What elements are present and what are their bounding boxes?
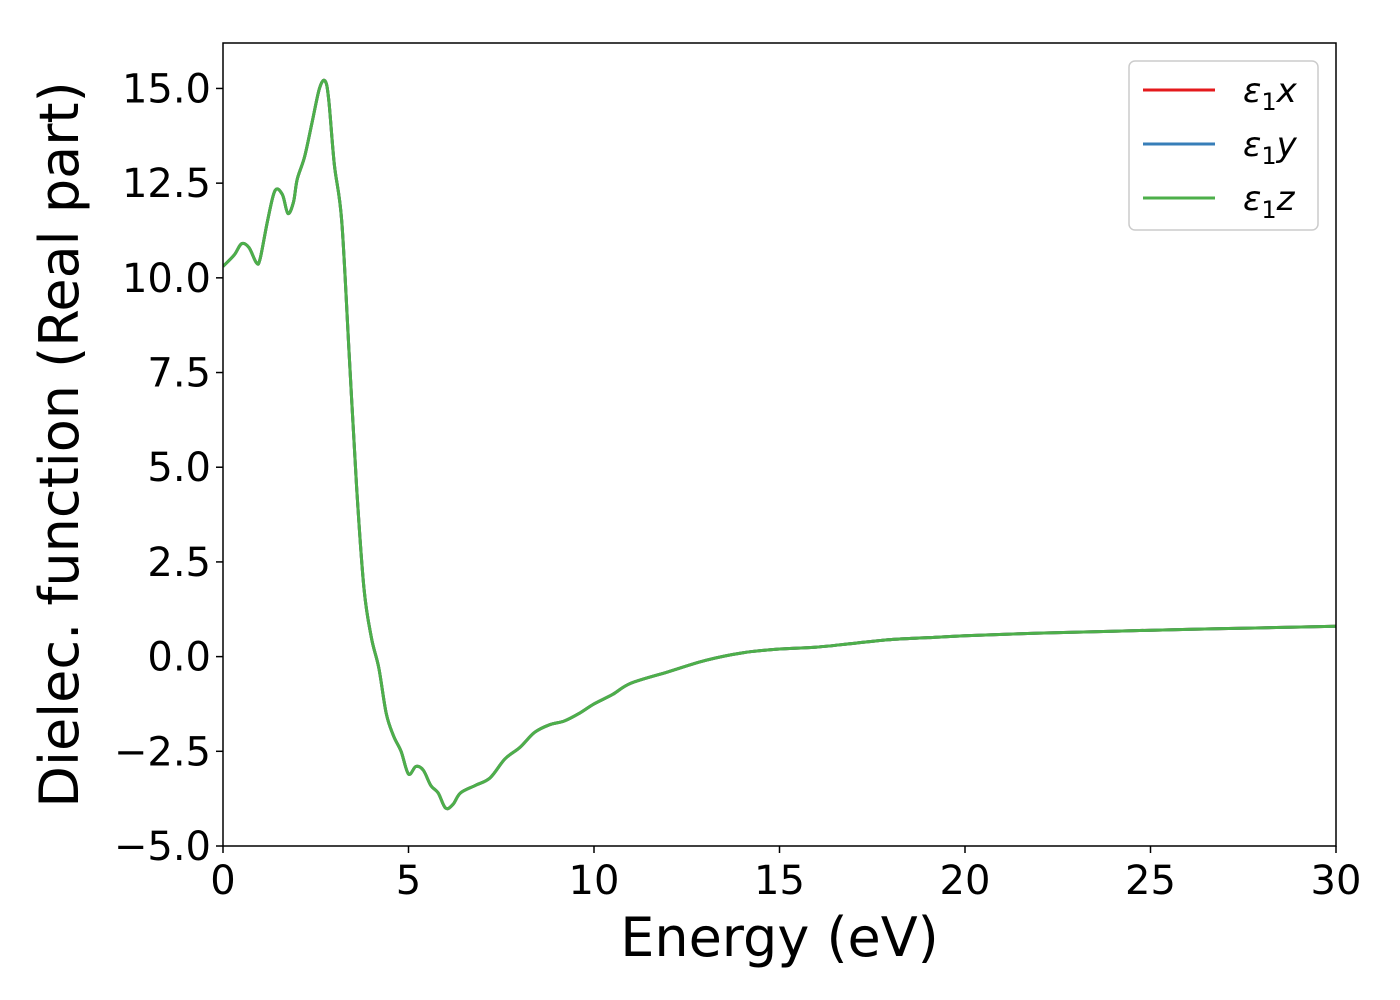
x-tick-label: 5 xyxy=(396,858,421,904)
y-tick-label: 15.0 xyxy=(122,66,211,112)
x-axis-ticks: 0 5 10 15 20 25 30 xyxy=(210,846,1361,904)
legend-box xyxy=(1128,60,1319,231)
x-axis-label: Energy (eV) xyxy=(620,906,939,969)
y-tick-label: 5.0 xyxy=(147,445,211,491)
y-tick-label: 0.0 xyxy=(147,635,211,681)
legend-label-symbol: ε xyxy=(1243,179,1261,219)
y-tick-label: 10.0 xyxy=(122,256,211,302)
y-axis-ticks: −5.0 −2.5 0.0 2.5 5.0 7.5 10.0 12.5 15.0 xyxy=(114,66,223,870)
legend-label-eps1x: ε1x xyxy=(1243,71,1298,116)
legend-label-symbol: ε xyxy=(1243,125,1261,165)
x-tick-label: 30 xyxy=(1311,858,1362,904)
legend-label-eps1y: ε1y xyxy=(1243,125,1298,170)
y-tick-label: 12.5 xyxy=(122,161,211,207)
legend-label-component: z xyxy=(1276,179,1296,219)
x-tick-label: 0 xyxy=(210,858,235,904)
y-tick-label: 7.5 xyxy=(147,351,211,397)
legend-label-subscript: 1 xyxy=(1261,196,1276,224)
series-line-eps1z xyxy=(223,78,1336,811)
series-layer xyxy=(223,78,1336,811)
legend-label-eps1z: ε1z xyxy=(1243,179,1296,224)
legend-label-symbol: ε xyxy=(1243,71,1261,111)
y-axis-label: Dielec. function (Real part) xyxy=(28,81,91,807)
legend-label-component: y xyxy=(1276,125,1298,165)
x-tick-label: 15 xyxy=(754,858,805,904)
x-tick-label: 10 xyxy=(569,858,620,904)
plot-frame xyxy=(222,42,1337,847)
y-tick-label: 2.5 xyxy=(147,540,211,586)
x-tick-label: 25 xyxy=(1125,858,1176,904)
legend-label-component: x xyxy=(1276,71,1298,111)
x-tick-label: 20 xyxy=(940,858,991,904)
legend-label-subscript: 1 xyxy=(1261,142,1276,170)
y-tick-label: −5.0 xyxy=(114,824,211,870)
legend-label-subscript: 1 xyxy=(1261,88,1276,116)
y-tick-label: −2.5 xyxy=(114,729,211,775)
